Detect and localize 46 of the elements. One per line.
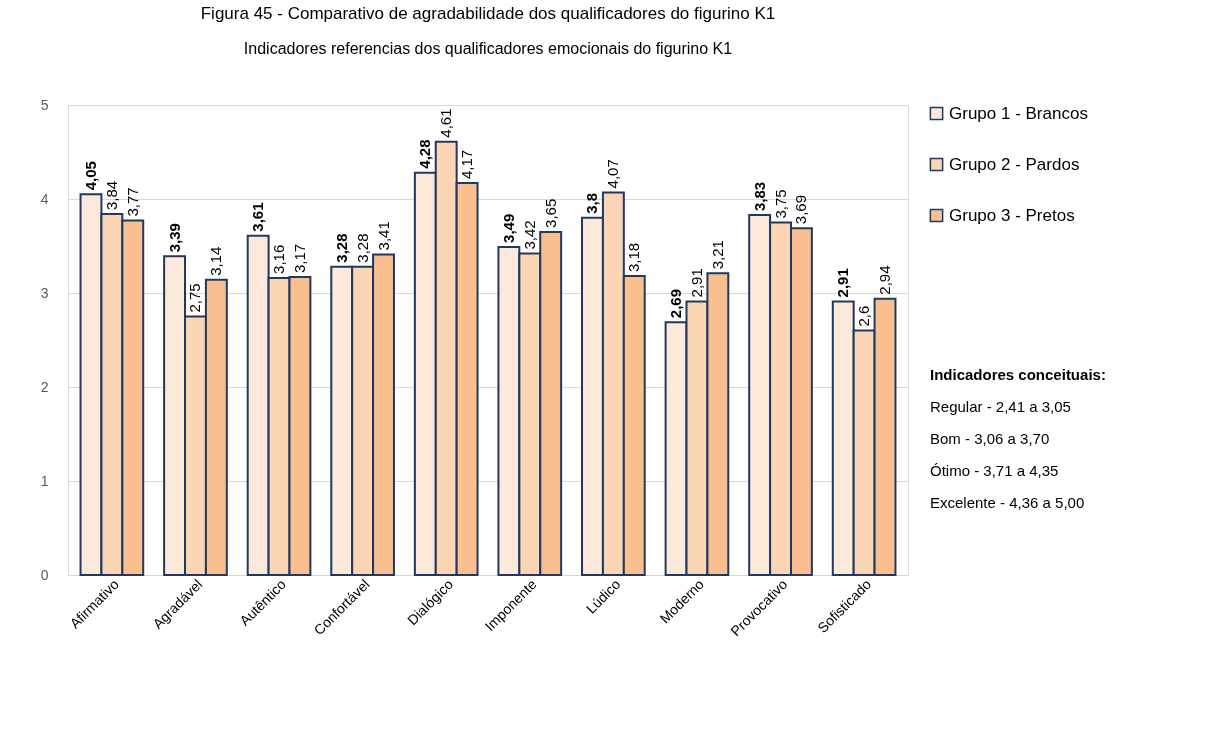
data-label: 3,61 [249,202,267,232]
data-label: 3,21 [708,240,726,270]
data-label: 2,94 [876,265,894,295]
data-label: 3,28 [332,233,350,263]
data-label: 2,75 [186,283,204,313]
data-label: 4,28 [416,139,434,169]
text: Regular - 2,41 a 3,05 [930,398,1071,415]
data-label: 3,84 [102,180,120,211]
data-label: 3,39 [165,223,183,253]
data-label: 3,17 [290,243,308,274]
data-label: 4,05 [81,161,99,191]
y-tick-label: 0 [40,566,49,583]
data-label: 4,61 [437,108,455,138]
chart-subtitle: Indicadores referencias dos qualificadores emocionais do figurino K1 [243,40,733,57]
data-label: 3,28 [353,233,371,263]
data-label: 3,14 [207,246,225,276]
data-label: 3,18 [625,242,643,273]
text: Indicadores conceituais: [930,366,1106,383]
data-label: 2,91 [687,268,705,298]
legend-label: Grupo 2 - Pardos [949,154,1080,174]
y-tick-label: 2 [40,378,49,395]
data-label: 3,77 [123,187,141,217]
data-label: 2,6 [855,305,873,327]
data-label: 3,83 [750,181,768,211]
chart-title: Figura 45 - Comparativo de agradabilidade dos qualificadores do figurino K1 [200,4,776,23]
legend-label: Grupo 1 - Brancos [949,103,1088,123]
data-label: 4,17 [458,149,476,180]
data-label: 4,07 [604,159,622,189]
text: Excelente - 4,36 a 5,00 [930,494,1085,511]
y-tick-label: 1 [40,472,49,489]
text: Bom - 3,06 a 3,70 [930,430,1050,447]
data-label: 3,69 [792,194,810,225]
y-tick-label: 4 [40,190,49,207]
y-tick-label: 5 [40,96,49,113]
data-label: 3,16 [270,244,288,274]
text: Ótimo - 3,71 a 4,35 [930,462,1059,479]
data-label: 3,75 [771,189,789,219]
data-label: 3,65 [541,198,559,228]
data-label: 3,42 [520,220,538,250]
data-label: 2,91 [834,268,852,298]
y-tick-label: 3 [40,284,49,301]
data-label: 3,41 [374,221,392,251]
data-label: 3,49 [499,213,517,243]
legend-label: Grupo 3 - Pretos [949,205,1075,225]
data-label: 2,69 [667,288,685,319]
data-label: 3,8 [583,192,601,214]
